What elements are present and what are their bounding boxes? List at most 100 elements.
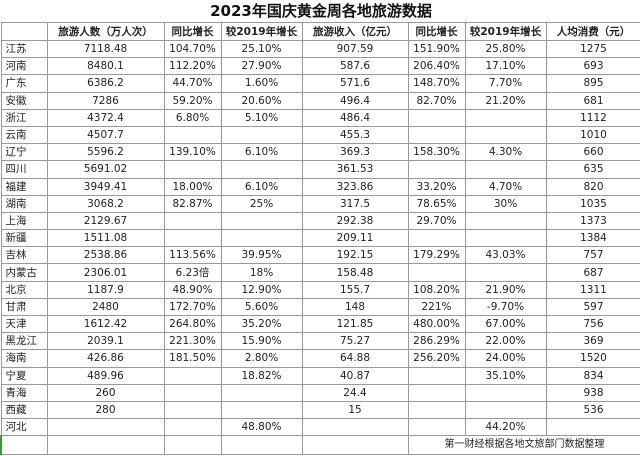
data-cell[interactable] xyxy=(163,160,222,179)
data-cell[interactable]: 179.29% xyxy=(407,246,466,265)
data-cell[interactable]: 1612.42 xyxy=(46,314,165,334)
data-cell[interactable]: 1187.9 xyxy=(46,280,165,299)
data-cell[interactable] xyxy=(407,366,466,385)
data-cell[interactable]: 587.6 xyxy=(301,57,409,76)
data-cell[interactable]: 6.23倍 xyxy=(163,263,222,282)
data-cell[interactable]: 6.80% xyxy=(163,108,222,127)
region-cell[interactable]: 内蒙古 xyxy=(0,263,48,282)
data-cell[interactable]: 29.70% xyxy=(407,211,466,231)
data-cell[interactable]: 369 xyxy=(545,332,640,351)
data-cell[interactable] xyxy=(163,211,222,231)
data-cell[interactable]: 21.90% xyxy=(464,280,547,299)
data-cell[interactable]: 489.96 xyxy=(46,366,165,385)
data-cell[interactable] xyxy=(464,160,547,179)
data-cell[interactable]: 820 xyxy=(545,177,640,196)
data-cell[interactable]: 15 xyxy=(301,400,409,420)
data-cell[interactable]: 2.80% xyxy=(220,349,303,368)
data-cell[interactable]: 78.65% xyxy=(407,194,466,213)
data-cell[interactable]: 108.20% xyxy=(407,280,466,299)
data-cell[interactable]: 35.20% xyxy=(220,314,303,334)
region-cell[interactable]: 北京 xyxy=(0,280,48,299)
data-cell[interactable]: 317.5 xyxy=(301,194,409,213)
data-cell[interactable] xyxy=(407,229,466,248)
data-cell[interactable]: 486.4 xyxy=(301,108,409,127)
data-cell[interactable] xyxy=(220,125,303,145)
data-cell[interactable] xyxy=(163,418,222,437)
region-cell[interactable]: 浙江 xyxy=(0,108,48,127)
empty-cell[interactable] xyxy=(163,435,222,456)
data-cell[interactable]: 6386.2 xyxy=(46,74,165,93)
data-cell[interactable]: 7286 xyxy=(46,91,165,110)
region-cell[interactable]: 天津 xyxy=(0,314,48,334)
data-cell[interactable] xyxy=(464,108,547,127)
data-cell[interactable] xyxy=(407,418,466,437)
data-cell[interactable] xyxy=(407,383,466,402)
data-cell[interactable] xyxy=(464,211,547,231)
data-cell[interactable] xyxy=(163,383,222,402)
data-cell[interactable]: 369.3 xyxy=(301,143,409,162)
column-header[interactable]: 较2019年增长 xyxy=(220,22,303,41)
region-cell[interactable]: 上海 xyxy=(0,211,48,231)
data-cell[interactable]: 25% xyxy=(220,194,303,213)
data-cell[interactable]: 1311 xyxy=(545,280,640,299)
data-cell[interactable] xyxy=(220,383,303,402)
data-cell[interactable]: 112.20% xyxy=(163,57,222,76)
region-cell[interactable]: 甘肃 xyxy=(0,297,48,317)
data-cell[interactable]: 1511.08 xyxy=(46,229,165,248)
data-cell[interactable]: 1035 xyxy=(545,194,640,213)
data-cell[interactable]: 938 xyxy=(545,383,640,402)
data-cell[interactable] xyxy=(464,263,547,282)
data-cell[interactable]: 59.20% xyxy=(163,91,222,110)
data-cell[interactable] xyxy=(407,160,466,179)
data-cell[interactable]: 121.85 xyxy=(301,314,409,334)
data-cell[interactable] xyxy=(46,418,165,437)
region-cell[interactable]: 河南 xyxy=(0,57,48,76)
data-cell[interactable]: 3068.2 xyxy=(46,194,165,213)
data-cell[interactable]: 104.70% xyxy=(163,39,222,59)
data-cell[interactable]: 5.60% xyxy=(220,297,303,317)
data-cell[interactable]: 206.40% xyxy=(407,57,466,76)
data-cell[interactable]: 18.82% xyxy=(220,366,303,385)
data-cell[interactable]: 22.00% xyxy=(464,332,547,351)
column-header[interactable]: 同比增长 xyxy=(163,22,222,41)
region-cell[interactable]: 江苏 xyxy=(0,39,48,59)
data-cell[interactable]: 33.20% xyxy=(407,177,466,196)
data-cell[interactable]: 264.80% xyxy=(163,314,222,334)
data-cell[interactable]: 4507.7 xyxy=(46,125,165,145)
data-cell[interactable]: 455.3 xyxy=(301,125,409,145)
data-cell[interactable]: 35.10% xyxy=(464,366,547,385)
data-cell[interactable]: 48.90% xyxy=(163,280,222,299)
data-cell[interactable] xyxy=(220,211,303,231)
data-cell[interactable]: 113.56% xyxy=(163,246,222,265)
data-cell[interactable]: 2480 xyxy=(46,297,165,317)
data-cell[interactable]: 155.7 xyxy=(301,280,409,299)
data-cell[interactable]: 181.50% xyxy=(163,349,222,368)
data-cell[interactable]: 221% xyxy=(407,297,466,317)
data-cell[interactable]: 25.80% xyxy=(464,39,547,59)
column-header[interactable]: 同比增长 xyxy=(407,22,466,41)
data-cell[interactable]: 209.11 xyxy=(301,229,409,248)
data-cell[interactable]: 895 xyxy=(545,74,640,93)
data-cell[interactable]: 757 xyxy=(545,246,640,265)
data-cell[interactable]: 20.60% xyxy=(220,91,303,110)
column-header[interactable]: 旅游收入（亿元） xyxy=(301,22,409,41)
data-cell[interactable]: 18.00% xyxy=(163,177,222,196)
data-cell[interactable]: 907.59 xyxy=(301,39,409,59)
data-cell[interactable]: 2129.67 xyxy=(46,211,165,231)
data-cell[interactable]: 5.10% xyxy=(220,108,303,127)
data-cell[interactable]: 12.90% xyxy=(220,280,303,299)
data-cell[interactable]: 597 xyxy=(545,297,640,317)
data-cell[interactable] xyxy=(220,400,303,420)
data-cell[interactable] xyxy=(220,160,303,179)
data-cell[interactable] xyxy=(464,383,547,402)
data-cell[interactable]: 7.70% xyxy=(464,74,547,93)
data-cell[interactable]: 148 xyxy=(301,297,409,317)
data-cell[interactable]: 75.27 xyxy=(301,332,409,351)
region-cell[interactable]: 安徽 xyxy=(0,91,48,110)
data-cell[interactable] xyxy=(464,229,547,248)
empty-cell[interactable] xyxy=(0,435,48,456)
data-cell[interactable]: 260 xyxy=(46,383,165,402)
data-cell[interactable]: 635 xyxy=(545,160,640,179)
data-cell[interactable]: 7118.48 xyxy=(46,39,165,59)
data-cell[interactable]: 82.87% xyxy=(163,194,222,213)
